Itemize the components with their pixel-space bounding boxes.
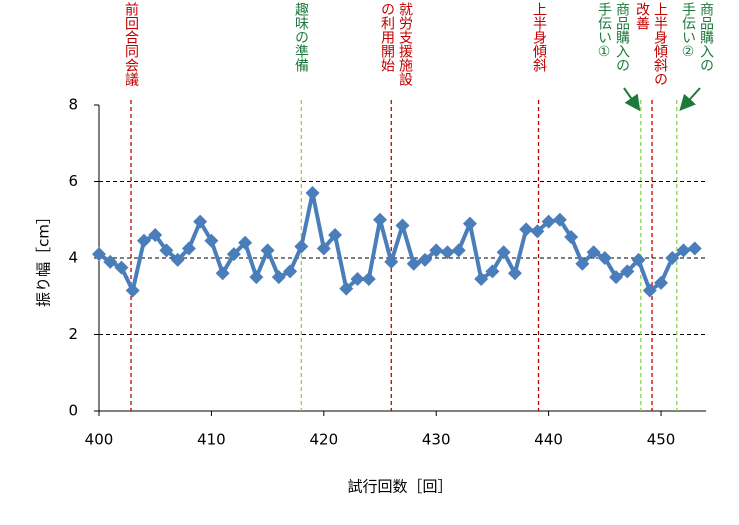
data-point — [631, 252, 646, 267]
y-tick-label: 6 — [68, 172, 78, 190]
data-point — [159, 243, 174, 258]
data-point — [215, 266, 230, 281]
data-point — [170, 252, 185, 267]
data-point — [339, 281, 354, 296]
x-axis-title: 試行回数［回］ — [347, 478, 452, 496]
data-point — [676, 243, 691, 258]
annotation-text: 前回合同会議 — [123, 2, 139, 86]
annotation-text: 上半身傾斜 — [531, 2, 547, 72]
data-point — [294, 239, 309, 254]
data-point — [474, 272, 489, 287]
data-point — [316, 241, 331, 256]
y-tick-label: 2 — [68, 325, 78, 343]
data-point — [530, 224, 545, 239]
data-point — [406, 256, 421, 271]
annotation-text: 商品購入の手伝い② — [680, 2, 714, 72]
data-point — [665, 251, 680, 265]
data-point — [204, 233, 219, 248]
x-tick-label: 430 — [422, 431, 451, 449]
data-point — [238, 235, 253, 250]
y-tick-label: 8 — [68, 96, 78, 114]
data-point — [507, 266, 522, 281]
x-tick-label: 400 — [85, 431, 114, 449]
data-point — [597, 251, 612, 265]
annotation-text: 就労支援施設の利用開始 — [379, 2, 413, 86]
annotation-text: 商品購入の手伝い① — [596, 2, 630, 72]
data-point — [519, 222, 534, 237]
data-point — [609, 270, 624, 285]
data-point — [395, 218, 410, 233]
data-point — [249, 270, 264, 285]
y-tick-label: 0 — [68, 402, 78, 420]
data-point — [193, 214, 208, 229]
data-point — [485, 264, 500, 279]
data-point — [148, 228, 163, 243]
data-point — [305, 185, 320, 200]
data-point — [586, 245, 601, 260]
data-point — [440, 245, 455, 260]
data-point — [92, 247, 106, 262]
data-point — [114, 260, 129, 275]
data-point — [181, 241, 196, 256]
data-point — [226, 247, 241, 262]
y-axis-title: 振り幅［cm］ — [35, 209, 53, 307]
data-point — [429, 243, 444, 258]
x-tick-label: 440 — [534, 431, 563, 449]
data-point — [451, 243, 466, 258]
data-point — [350, 272, 365, 287]
annotation-text: 趣味の準備 — [293, 2, 309, 72]
data-point — [564, 229, 579, 244]
data-point — [575, 256, 590, 271]
data-point — [328, 228, 343, 243]
x-tick-label: 420 — [309, 431, 338, 449]
data-point — [271, 270, 286, 285]
data-point — [103, 254, 118, 269]
data-point — [417, 252, 432, 267]
data-point — [642, 283, 657, 298]
data-point — [496, 245, 511, 260]
data-point — [125, 283, 140, 298]
data-point — [462, 216, 477, 231]
annotation-arrow — [623, 87, 641, 112]
y-tick-label: 4 — [68, 249, 78, 267]
data-line — [97, 190, 696, 293]
x-tick-label: 450 — [647, 431, 676, 449]
data-point — [552, 212, 567, 227]
data-point — [361, 272, 376, 287]
annotation-arrow — [679, 87, 701, 111]
data-point — [687, 241, 702, 256]
data-point — [260, 243, 275, 258]
data-point — [654, 275, 669, 290]
annotation-text: 上半身傾斜の改善 — [634, 2, 668, 86]
data-point — [373, 212, 388, 227]
data-point — [384, 254, 399, 269]
x-tick-label: 410 — [197, 431, 226, 449]
data-point — [283, 264, 298, 279]
data-point — [136, 233, 151, 248]
data-point — [541, 214, 556, 229]
data-point — [620, 264, 635, 279]
